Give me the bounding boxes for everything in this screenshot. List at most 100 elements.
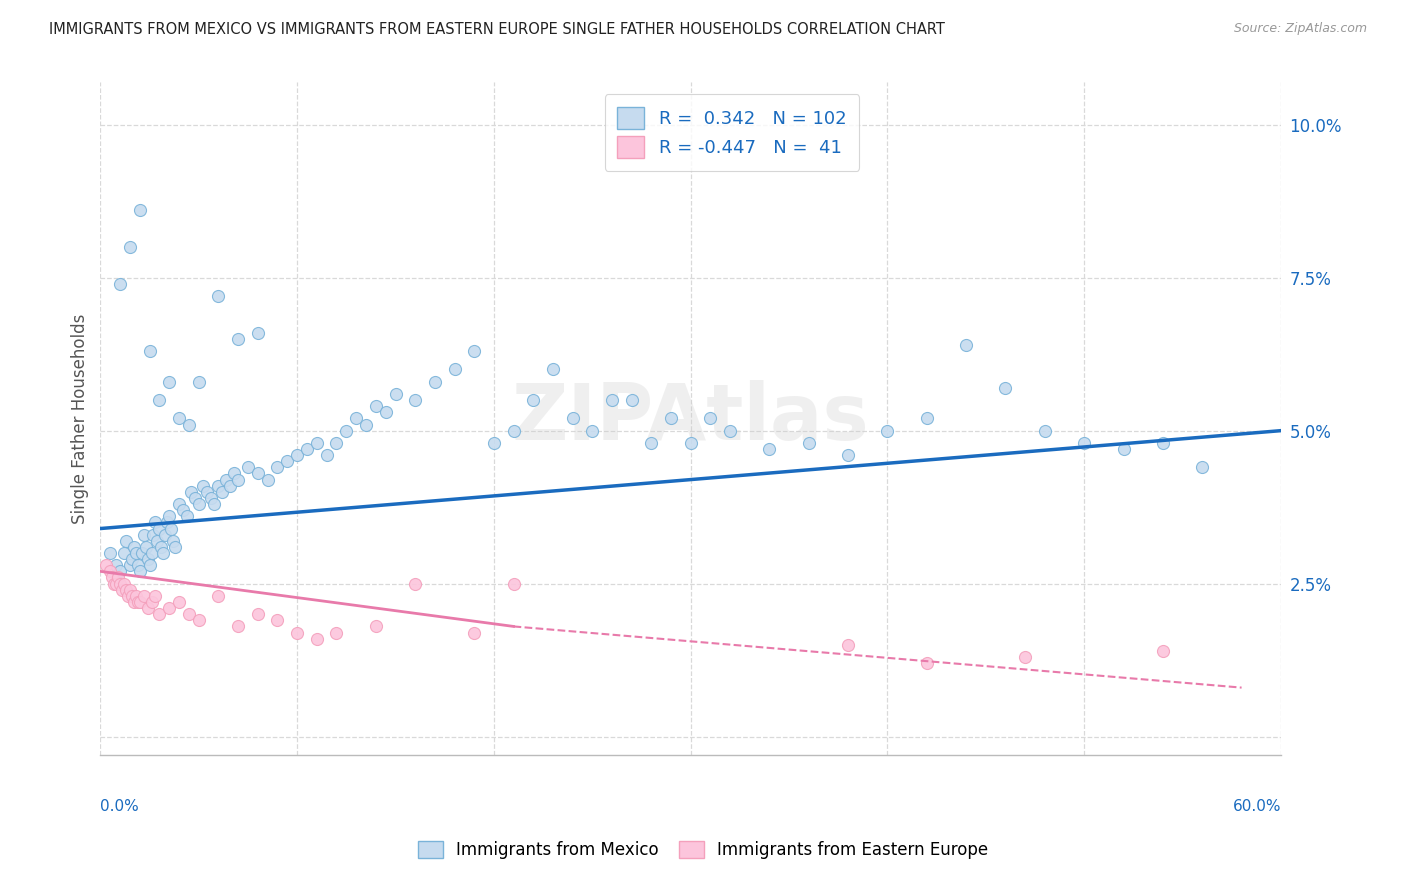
Point (305, 632, 328, 646)
Point (136, 552, 159, 566)
Point (187, 375, 209, 389)
Point (138, 558, 160, 573)
Point (659, 411, 682, 425)
Point (1033, 424, 1056, 438)
Point (443, 362, 465, 376)
Point (955, 338, 977, 352)
Point (325, 436, 347, 450)
Point (176, 509, 198, 524)
Point (195, 484, 218, 499)
Point (207, 479, 229, 493)
Point (256, 473, 278, 487)
Point (502, 424, 524, 438)
Point (994, 381, 1017, 395)
Point (335, 424, 357, 438)
Point (344, 411, 367, 425)
Point (219, 479, 242, 493)
Point (125, 546, 148, 560)
Point (364, 399, 387, 413)
Point (236, 460, 259, 475)
Point (640, 436, 662, 450)
Point (157, 509, 180, 524)
Point (112, 576, 135, 591)
Point (758, 442, 780, 456)
Point (325, 625, 347, 640)
Point (107, 570, 129, 584)
Point (136, 601, 159, 615)
Point (204, 497, 226, 511)
Point (837, 638, 859, 652)
Point (374, 405, 396, 419)
Point (127, 595, 149, 609)
Point (172, 503, 194, 517)
Point (98, 565, 121, 579)
Point (915, 656, 938, 670)
Point (155, 527, 177, 541)
Point (266, 460, 288, 475)
Text: 0.0%: 0.0% (100, 798, 139, 814)
Point (148, 392, 170, 407)
Point (187, 497, 209, 511)
Point (105, 576, 128, 591)
Point (915, 411, 938, 425)
Point (207, 289, 229, 303)
Point (117, 589, 139, 603)
Point (364, 619, 387, 633)
Point (200, 491, 222, 505)
Point (463, 625, 485, 640)
Point (522, 392, 544, 407)
Point (1112, 442, 1135, 456)
Point (295, 442, 318, 456)
Point (837, 448, 859, 462)
Point (502, 576, 524, 591)
Y-axis label: Single Father Households: Single Father Households (72, 313, 89, 524)
Point (191, 479, 214, 493)
Point (226, 619, 249, 633)
Point (122, 540, 145, 554)
Point (121, 589, 143, 603)
Text: Source: ZipAtlas.com: Source: ZipAtlas.com (1233, 22, 1367, 36)
Point (384, 387, 406, 401)
Point (315, 448, 337, 462)
Point (103, 576, 125, 591)
Point (180, 484, 202, 499)
Point (581, 424, 603, 438)
Point (215, 473, 238, 487)
Point (157, 375, 180, 389)
Point (404, 392, 426, 407)
Point (620, 392, 643, 407)
Point (718, 424, 741, 438)
Point (150, 540, 173, 554)
Point (276, 454, 298, 468)
Point (157, 601, 180, 615)
Point (115, 533, 138, 548)
Point (111, 582, 134, 597)
Point (207, 589, 229, 603)
Point (132, 589, 155, 603)
Point (118, 240, 141, 254)
Point (121, 552, 143, 566)
Point (135, 540, 157, 554)
Point (162, 533, 184, 548)
Point (118, 582, 141, 597)
Point (246, 326, 269, 340)
Point (266, 613, 288, 627)
Point (118, 558, 141, 573)
Point (285, 448, 308, 462)
Point (132, 527, 155, 541)
Point (148, 522, 170, 536)
Point (108, 576, 131, 591)
Text: 60.0%: 60.0% (1233, 798, 1281, 814)
Point (285, 625, 308, 640)
Point (101, 570, 124, 584)
Point (1073, 436, 1095, 450)
Point (226, 332, 249, 346)
Point (423, 375, 446, 389)
Point (142, 527, 165, 541)
Point (1152, 644, 1174, 658)
Point (482, 436, 505, 450)
Point (98, 546, 121, 560)
Point (177, 607, 200, 622)
Point (224, 467, 246, 481)
Point (148, 607, 170, 622)
